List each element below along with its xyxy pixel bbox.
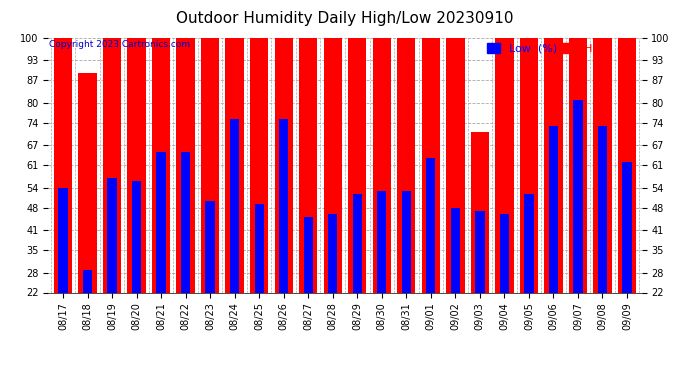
Bar bbox=[426, 159, 435, 292]
Bar bbox=[226, 38, 244, 292]
Bar bbox=[549, 126, 558, 292]
Bar bbox=[422, 38, 440, 292]
Bar bbox=[573, 100, 582, 292]
Bar bbox=[618, 38, 636, 292]
Bar bbox=[328, 214, 337, 292]
Bar bbox=[377, 191, 386, 292]
Bar bbox=[520, 38, 538, 292]
Bar bbox=[250, 38, 268, 292]
Bar bbox=[524, 194, 533, 292]
Bar bbox=[206, 201, 215, 292]
Bar bbox=[132, 182, 141, 292]
Bar bbox=[201, 38, 219, 292]
Bar bbox=[446, 38, 464, 292]
Bar bbox=[108, 178, 117, 292]
Bar bbox=[230, 119, 239, 292]
Bar bbox=[622, 162, 631, 292]
Bar bbox=[299, 38, 317, 292]
Bar bbox=[152, 38, 170, 292]
Bar bbox=[598, 126, 607, 292]
Bar bbox=[54, 38, 72, 292]
Bar bbox=[451, 207, 460, 292]
Bar bbox=[593, 38, 611, 292]
Bar bbox=[83, 270, 92, 292]
Bar bbox=[304, 217, 313, 292]
Legend: Low  (%), High  (%): Low (%), High (%) bbox=[482, 39, 640, 58]
Text: Outdoor Humidity Daily High/Low 20230910: Outdoor Humidity Daily High/Low 20230910 bbox=[176, 11, 514, 26]
Bar bbox=[495, 38, 513, 292]
Bar bbox=[402, 191, 411, 292]
Bar bbox=[324, 38, 342, 292]
Bar bbox=[279, 119, 288, 292]
Bar bbox=[569, 38, 587, 292]
Bar bbox=[79, 74, 97, 292]
Bar bbox=[544, 38, 562, 292]
Bar bbox=[128, 38, 146, 292]
Text: Copyright 2023 Cartronics.com: Copyright 2023 Cartronics.com bbox=[50, 40, 190, 49]
Bar bbox=[177, 38, 195, 292]
Bar bbox=[103, 38, 121, 292]
Bar bbox=[475, 211, 484, 292]
Bar bbox=[348, 38, 366, 292]
Bar bbox=[373, 38, 391, 292]
Bar bbox=[59, 188, 68, 292]
Bar bbox=[397, 38, 415, 292]
Bar bbox=[353, 194, 362, 292]
Bar bbox=[275, 38, 293, 292]
Bar bbox=[157, 152, 166, 292]
Bar bbox=[255, 204, 264, 292]
Bar bbox=[181, 152, 190, 292]
Bar bbox=[500, 214, 509, 292]
Bar bbox=[471, 132, 489, 292]
